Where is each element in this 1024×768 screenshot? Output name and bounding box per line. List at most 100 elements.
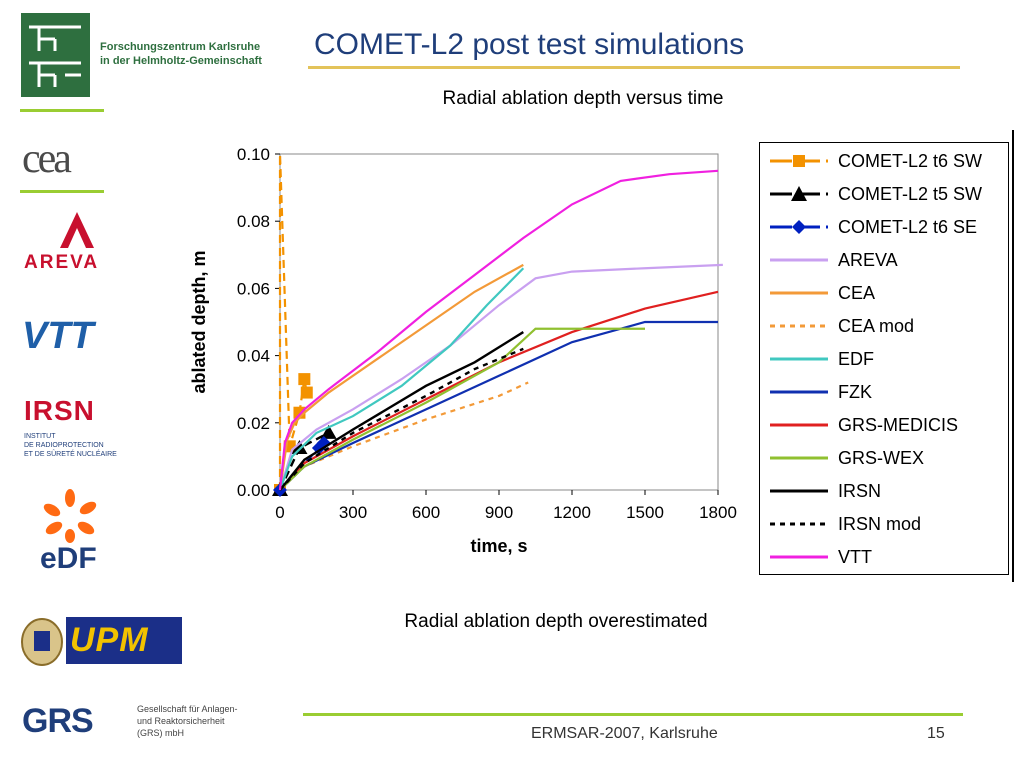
x-tick-label: 900 xyxy=(485,503,513,522)
x-tick-label: 1500 xyxy=(626,503,664,522)
y-tick-label: 0.00 xyxy=(237,481,270,500)
legend-item-edf: EDF xyxy=(768,344,874,374)
series-line-cea xyxy=(278,263,524,491)
page-title: COMET-L2 post test simulations xyxy=(314,28,745,61)
legend-item-fzk: FZK xyxy=(768,377,872,407)
legend-swatch xyxy=(770,357,828,361)
upm-logo: UPM xyxy=(70,621,149,659)
irsn-subtitle-line3: ET DE SÛRETÉ NUCLÉAIRE xyxy=(24,451,117,458)
legend-swatch xyxy=(770,390,828,394)
legend-label: IRSN xyxy=(838,480,882,501)
legend-swatch xyxy=(770,555,828,559)
legend-label: AREVA xyxy=(838,249,898,270)
series-line-grs-wex xyxy=(279,327,645,491)
divider xyxy=(20,190,104,193)
x-tick-label: 600 xyxy=(412,503,440,522)
ablation-chart: 0.00 0.02 0.04 0.06 0.08 0.10 0 300 600 900 1200 15… xyxy=(189,145,737,556)
footer-divider xyxy=(303,713,963,716)
areva-logo xyxy=(22,208,132,278)
irsn-subtitle-line1: INSTITUT xyxy=(24,433,56,440)
title-underline xyxy=(308,66,960,69)
x-tick-label: 0 xyxy=(275,503,284,522)
y-axis-label: ablated depth, m xyxy=(189,250,209,393)
series-line-grs-medicis xyxy=(279,290,719,491)
data-point-comet-l2-t5-sw xyxy=(320,424,337,439)
legend-label: COMET-L2 t6 SE xyxy=(838,216,978,237)
x-tick-label: 1200 xyxy=(553,503,591,522)
y-tick-label: 0.06 xyxy=(237,279,270,298)
x-tick-label: 1800 xyxy=(699,503,737,522)
grs-name: Gesellschaft für Anlagen- und Reaktorsic… xyxy=(137,703,297,739)
data-point-comet-l2-t6-sw xyxy=(298,373,311,386)
legend-label: IRSN mod xyxy=(838,513,922,534)
upm-seal xyxy=(20,617,64,667)
areva-wordmark: AREVA xyxy=(24,252,100,273)
legend-swatch xyxy=(770,489,828,493)
footer-event: ERMSAR-2007, Karlsruhe xyxy=(531,725,718,742)
legend-label: COMET-L2 t6 SW xyxy=(838,150,983,171)
y-tick-label: 0.02 xyxy=(237,414,270,433)
chart-legend: COMET-L2 t6 SW COMET-L2 t5 SW COMET-L2 t6 … xyxy=(759,142,1009,575)
legend-label: CEA mod xyxy=(838,315,915,336)
legend-marker xyxy=(792,220,806,234)
legend-label: GRS-MEDICIS xyxy=(838,414,959,435)
irsn-subtitle: INSTITUT DE RADIOPROTECTION ET DE SÛRETÉ… xyxy=(24,432,134,459)
legend-item-comet-l2-t6-sw: COMET-L2 t6 SW xyxy=(768,146,982,176)
legend-item-areva: AREVA xyxy=(768,245,898,275)
grs-name-line2: und Reaktorsicherheit xyxy=(137,716,225,726)
legend-item-irsn-mod: IRSN mod xyxy=(768,509,921,539)
legend-swatch xyxy=(770,258,828,262)
svg-text:eDF: eDF xyxy=(40,542,97,575)
series-line-vtt xyxy=(278,169,719,491)
vtt-logo: VTT xyxy=(22,315,94,357)
y-tick-label: 0.04 xyxy=(237,347,270,366)
series-line-edf xyxy=(278,267,525,491)
legend-swatch xyxy=(770,423,828,427)
x-axis-label: time, s xyxy=(470,536,527,556)
fzk-name-line2: in der Helmholtz-Gemeinschaft xyxy=(100,55,262,67)
legend-swatch xyxy=(770,155,828,167)
divider xyxy=(20,109,104,112)
chart-title: Radial ablation depth versus time xyxy=(442,88,724,109)
legend-label: CEA xyxy=(838,282,876,303)
legend-item-irsn: IRSN xyxy=(768,476,881,506)
legend-item-grs-wex: GRS-WEX xyxy=(768,443,924,473)
legend-label: GRS-WEX xyxy=(838,447,925,468)
legend-item-vtt: VTT xyxy=(768,542,872,572)
legend-label: EDF xyxy=(838,348,874,369)
page-number: 15 xyxy=(927,725,945,742)
legend-item-comet-l2-t6-se: COMET-L2 t6 SE xyxy=(768,212,977,242)
upm-logo-box xyxy=(66,617,182,664)
grs-name-line3: (GRS) mbH xyxy=(137,728,184,738)
y-tick-label: 0.10 xyxy=(237,145,270,164)
fzk-logo xyxy=(21,13,90,97)
legend-label: COMET-L2 t5 SW xyxy=(838,183,983,204)
fzk-name: Forschungszentrum Karlsruhe in der Helmh… xyxy=(100,40,300,68)
legend-swatch xyxy=(770,324,828,328)
divider xyxy=(1012,130,1014,582)
legend-label: FZK xyxy=(838,381,872,402)
irsn-logo: IRSN xyxy=(24,395,95,426)
legend-item-cea: CEA xyxy=(768,278,875,308)
legend-swatch xyxy=(770,522,828,526)
legend-swatch xyxy=(770,186,828,201)
edf-logo: eDF xyxy=(38,488,108,578)
legend-swatch xyxy=(770,456,828,460)
data-point-comet-l2-t5-sw xyxy=(291,440,308,454)
legend-swatch xyxy=(770,220,828,234)
legend-item-grs-medicis: GRS-MEDICIS xyxy=(768,410,958,440)
legend-item-comet-l2-t5-sw: COMET-L2 t5 SW xyxy=(768,179,982,209)
caption: Radial ablation depth overestimated xyxy=(404,611,708,632)
x-tick-label: 300 xyxy=(339,503,367,522)
cea-logo: cea xyxy=(22,136,72,182)
data-point-comet-l2-t6-sw xyxy=(300,386,313,399)
irsn-subtitle-line2: DE RADIOPROTECTION xyxy=(24,442,104,449)
series-line-irsn-mod xyxy=(279,347,524,491)
legend-marker xyxy=(793,155,805,167)
legend-item-cea-mod: CEA mod xyxy=(768,311,914,341)
legend-marker xyxy=(791,186,807,201)
legend-label: VTT xyxy=(838,546,872,567)
grs-logo: GRS xyxy=(22,702,94,740)
series-line-irsn xyxy=(279,331,524,491)
legend-swatch xyxy=(770,291,828,295)
